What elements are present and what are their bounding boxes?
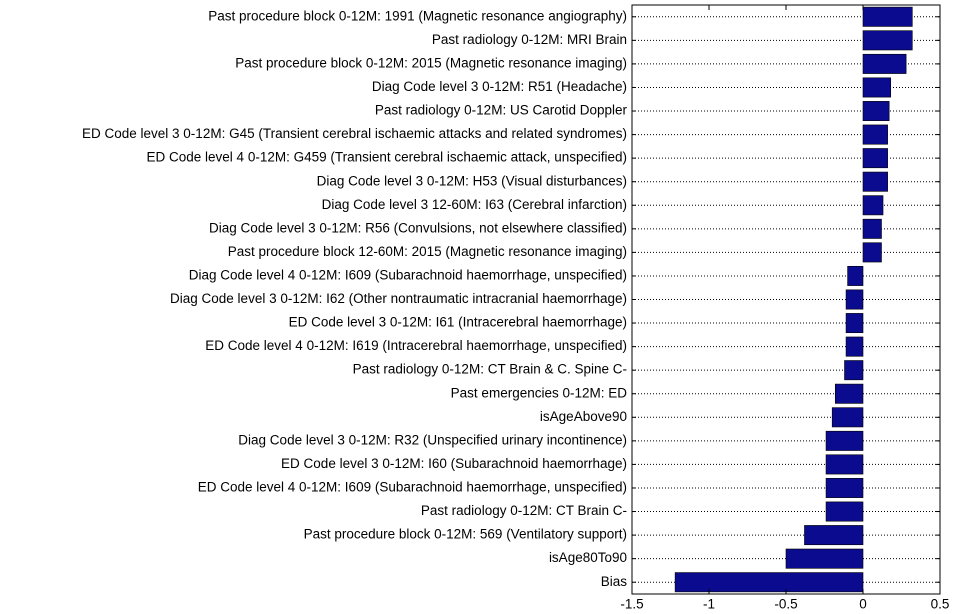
y-tick-label: isAgeAbove90 [540,409,627,424]
bar [674,572,864,593]
x-tick-label: -1 [703,597,715,612]
x-tick-label: 0 [859,597,867,612]
y-tick-label: ED Code level 3 0-12M: I60 (Subarachnoid… [281,456,627,471]
bar [862,124,888,145]
bar [862,53,907,74]
bar [845,313,864,334]
bar [847,265,864,286]
y-tick-label: Diag Code level 3 0-12M: R32 (Unspecifie… [238,432,627,447]
y-tick-label: Bias [601,574,628,589]
y-tick-label: Diag Code level 3 0-12M: R51 (Headache) [372,79,627,94]
bar [845,336,864,357]
bar [804,525,864,546]
y-tick-label: Past emergencies 0-12M: ED [451,385,628,400]
bar [844,360,864,381]
y-tick-label: Diag Code level 3 0-12M: R56 (Convulsion… [209,220,627,235]
bar [785,548,864,569]
bar [862,242,882,263]
bar [825,478,864,498]
y-tick-label: Past procedure block 0-12M: 569 (Ventila… [304,527,627,542]
x-tick-label: -0.5 [774,597,797,612]
y-tick-label: isAge80To90 [549,550,627,565]
x-tick-label: 0.5 [931,597,950,612]
y-tick-label: Past radiology 0-12M: CT Brain C- [421,503,627,518]
bar [825,430,864,451]
bar [845,289,864,310]
y-tick-label: Diag Code level 3 12-60M: I63 (Cerebral … [322,197,627,212]
y-tick-label: Past radiology 0-12M: US Carotid Doppler [375,103,628,118]
y-tick-label: Diag Code level 3 0-12M: H53 (Visual dis… [317,173,627,188]
y-tick-label: ED Code level 3 0-12M: I61 (Intracerebra… [289,315,627,330]
bar [862,148,888,169]
y-tick-label: Past radiology 0-12M: CT Brain & C. Spin… [353,362,627,377]
y-tick-label: Past procedure block 12-60M: 2015 (Magne… [228,244,627,259]
y-tick-label: Past radiology 0-12M: MRI Brain [432,32,627,47]
bar [834,383,864,404]
y-tick-label: Past procedure block 0-12M: 2015 (Magnet… [235,55,627,70]
y-tick-label: Past procedure block 0-12M: 1991 (Magnet… [208,8,627,23]
bar [862,101,890,121]
plot-frame [631,4,941,595]
y-tick-label: Diag Code level 3 0-12M: I62 (Other nont… [170,291,627,306]
bar [862,77,892,98]
y-tick-label: ED Code level 4 0-12M: G459 (Transient c… [147,150,627,165]
y-tick-label: ED Code level 4 0-12M: I609 (Subarachnoi… [198,480,627,495]
y-tick-label: ED Code level 4 0-12M: I619 (Intracerebr… [205,338,627,353]
bar [825,501,864,522]
bar [831,407,864,428]
bar [862,6,913,27]
bar [862,195,884,216]
y-tick-label: ED Code level 3 0-12M: G45 (Transient ce… [82,126,627,141]
x-tick-label: -1.5 [620,597,643,612]
y-tick-label: Diag Code level 4 0-12M: I609 (Subarachn… [189,268,627,283]
bar [825,454,864,475]
bar [862,30,913,51]
bar [862,171,888,192]
bar [862,218,882,239]
